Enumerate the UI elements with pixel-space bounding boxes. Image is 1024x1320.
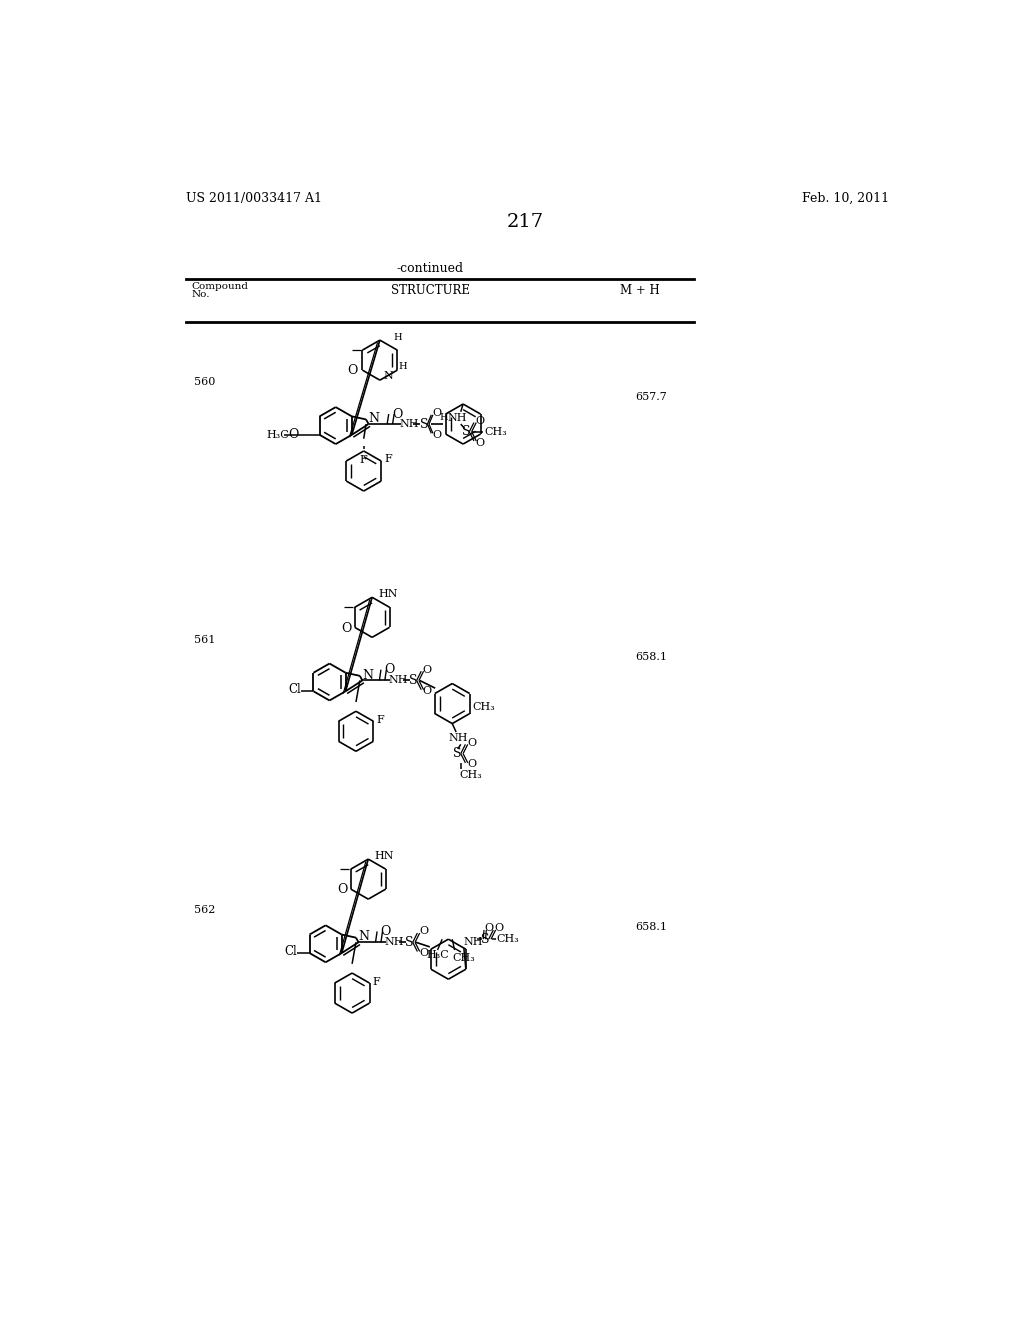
Text: F: F	[359, 455, 368, 465]
Text: N: N	[358, 931, 370, 944]
Text: O: O	[423, 665, 432, 675]
Text: Cl: Cl	[285, 945, 297, 958]
Text: H: H	[399, 362, 408, 371]
Text: HN: HN	[378, 589, 398, 599]
Text: O: O	[467, 738, 476, 748]
Text: NH: NH	[447, 413, 467, 422]
Text: HN: HN	[375, 851, 394, 861]
Text: O: O	[384, 663, 394, 676]
Text: 657.7: 657.7	[636, 392, 668, 403]
Text: O: O	[341, 622, 351, 635]
Text: CH₃: CH₃	[459, 770, 482, 780]
Text: O: O	[484, 924, 494, 933]
Text: S: S	[406, 936, 414, 949]
Text: 562: 562	[194, 906, 215, 915]
Text: M + H: M + H	[620, 284, 659, 297]
Text: F: F	[377, 714, 384, 725]
Text: H: H	[394, 333, 402, 342]
Text: F: F	[384, 454, 392, 465]
Text: CH₃: CH₃	[453, 953, 475, 964]
Text: Cl: Cl	[289, 684, 301, 696]
Text: NH: NH	[389, 676, 409, 685]
Text: NH: NH	[449, 733, 468, 743]
Text: O: O	[495, 924, 504, 933]
Text: US 2011/0033417 A1: US 2011/0033417 A1	[186, 191, 323, 205]
Text: H: H	[440, 413, 449, 421]
Text: 658.1: 658.1	[636, 921, 668, 932]
Text: CH₃: CH₃	[473, 702, 496, 713]
Text: O: O	[419, 948, 428, 958]
Text: -continued: -continued	[396, 261, 464, 275]
Text: O: O	[419, 927, 428, 936]
Text: 217: 217	[506, 213, 544, 231]
Text: O: O	[337, 883, 347, 896]
Text: H₃C: H₃C	[427, 949, 450, 960]
Text: S: S	[454, 747, 462, 760]
Text: F: F	[373, 977, 380, 986]
Text: O: O	[467, 759, 476, 770]
Text: Feb. 10, 2011: Feb. 10, 2011	[802, 191, 890, 205]
Text: 561: 561	[194, 635, 215, 645]
Text: STRUCTURE: STRUCTURE	[391, 284, 470, 297]
Text: CH₃: CH₃	[497, 935, 519, 944]
Text: O: O	[380, 925, 390, 939]
Text: O: O	[475, 416, 484, 426]
Text: O: O	[347, 364, 357, 378]
Text: O: O	[423, 686, 432, 696]
Text: O: O	[392, 408, 402, 421]
Text: NH: NH	[464, 937, 483, 948]
Text: 560: 560	[194, 378, 215, 388]
Text: NH: NH	[399, 418, 419, 429]
Text: 658.1: 658.1	[636, 652, 668, 663]
Text: O: O	[432, 408, 441, 418]
Text: S: S	[410, 675, 418, 686]
Text: O: O	[289, 428, 299, 441]
Text: NH: NH	[385, 937, 404, 948]
Text: S: S	[462, 425, 470, 438]
Text: H₃C: H₃C	[267, 430, 290, 440]
Text: O: O	[432, 430, 441, 440]
Text: S: S	[481, 933, 489, 945]
Text: No.: No.	[191, 290, 210, 300]
Text: S: S	[420, 417, 429, 430]
Text: N: N	[384, 371, 393, 381]
Text: CH₃: CH₃	[484, 426, 508, 437]
Text: O: O	[475, 437, 484, 447]
Text: Compound: Compound	[191, 281, 249, 290]
Text: N: N	[362, 668, 373, 681]
Text: N: N	[369, 412, 379, 425]
